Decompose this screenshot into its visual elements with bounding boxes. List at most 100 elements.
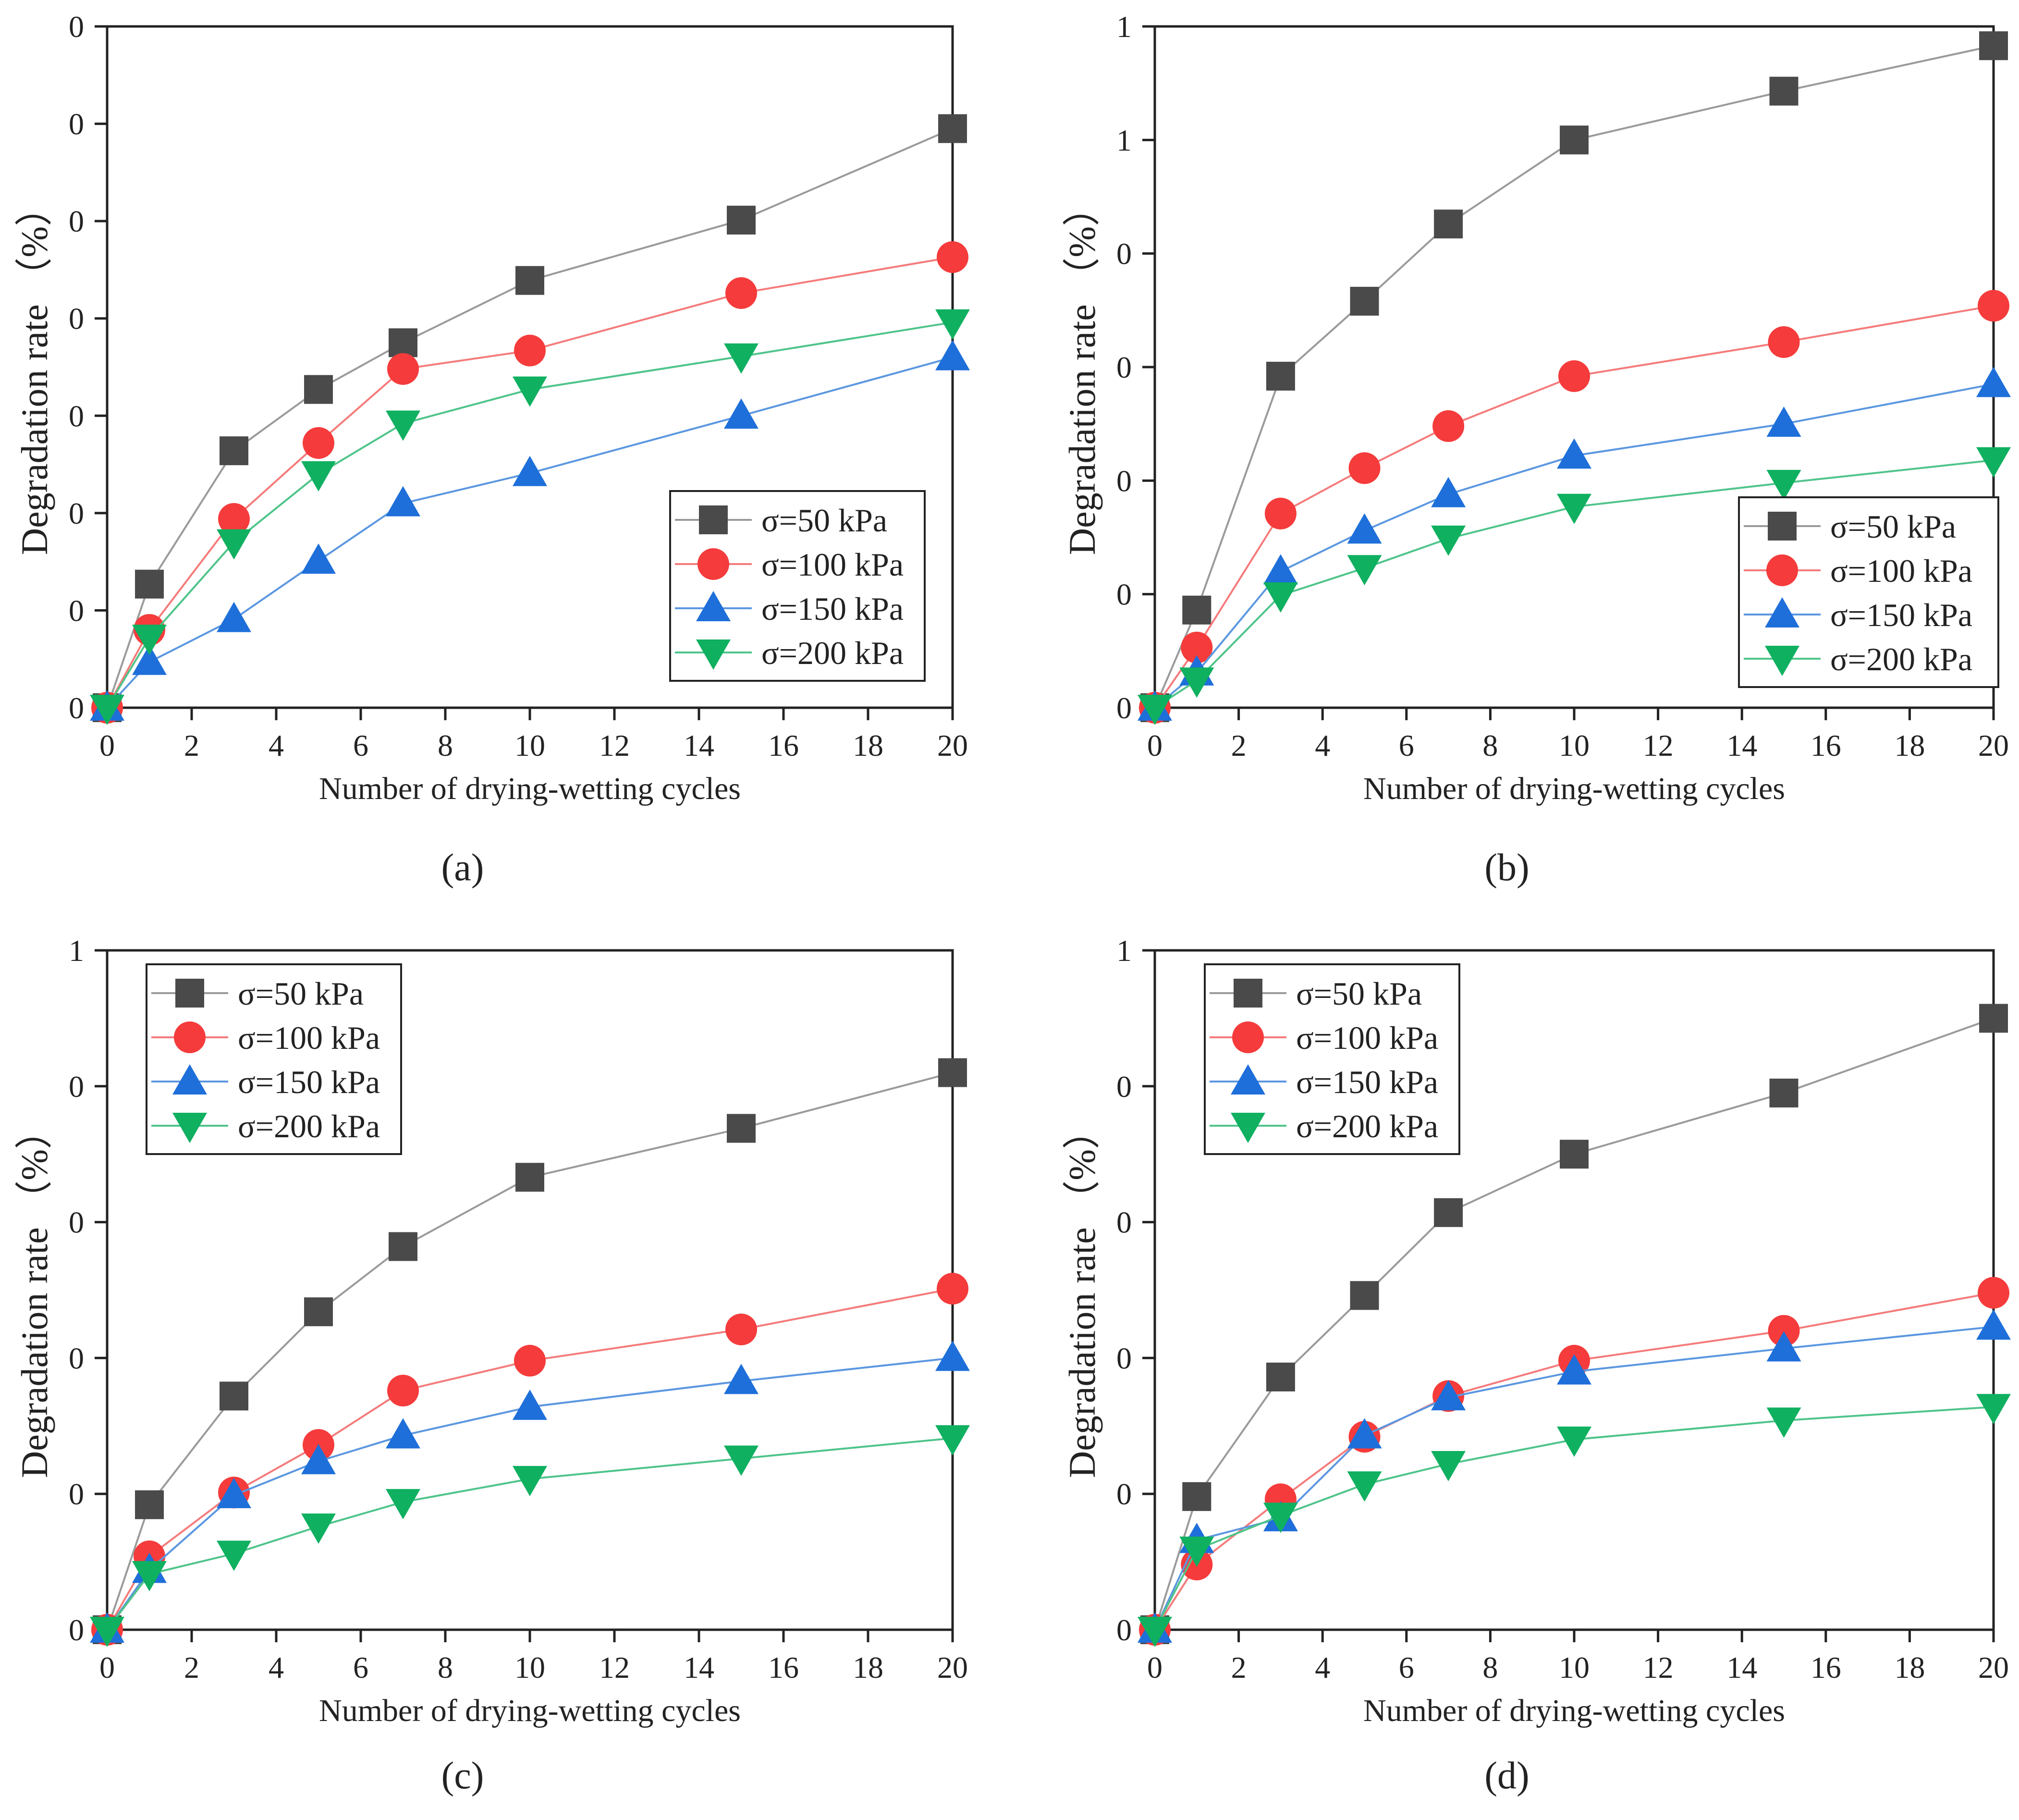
data-point-s2-x3 [217, 602, 251, 632]
data-point-s0-x7 [1434, 209, 1463, 239]
x-tick-label: 8 [1482, 1650, 1498, 1685]
data-point-s0-x20 [1979, 1004, 2008, 1033]
x-tick-label: 12 [1643, 728, 1674, 762]
data-point-s2-x10 [513, 455, 547, 486]
x-tick-label: 16 [1811, 1650, 1841, 1685]
data-point-s3-x5 [301, 461, 336, 492]
data-point-s2-x20 [935, 340, 970, 370]
data-point-s3-x20 [935, 1425, 970, 1456]
data-point-s3-x5 [1347, 1471, 1382, 1502]
legend-label-3: σ=200 kPa [1296, 1108, 1438, 1144]
series-line-2 [1154, 1326, 1994, 1630]
data-point-s2-x15 [724, 1364, 759, 1394]
legend-marker-0 [175, 979, 204, 1008]
data-point-s1-x5 [303, 427, 334, 459]
data-point-s2-x20 [935, 1340, 970, 1371]
legend-label-2: σ=150 kPa [238, 1064, 380, 1100]
x-tick-label: 0 [99, 1650, 115, 1685]
data-point-s0-x15 [1769, 1078, 1799, 1107]
data-point-s1-x15 [725, 1314, 757, 1346]
data-point-s1-x20 [1978, 290, 2009, 322]
legend-label-1: σ=100 kPa [1830, 553, 1972, 589]
data-point-s2-x10 [1557, 1354, 1591, 1385]
data-point-s3-x15 [1766, 470, 1801, 501]
x-tick-label: 16 [768, 1650, 799, 1685]
series-line-1 [106, 256, 953, 708]
legend-marker-3 [1231, 1113, 1265, 1143]
y-axis-title: Degradation rate （%） [1061, 189, 1103, 555]
series-line-2 [106, 1357, 953, 1631]
legend-marker-3 [172, 1113, 207, 1143]
legend-marker-2 [1231, 1064, 1265, 1094]
x-tick-label: 2 [1231, 1650, 1247, 1685]
data-point-s0-x5 [304, 1297, 333, 1327]
x-axis-title: Number of drying-wetting cycles [1363, 1693, 1785, 1728]
data-point-s0-x10 [1560, 1140, 1589, 1169]
y-tick-label: 1 [1116, 123, 1132, 157]
data-point-s3-x15 [724, 343, 759, 374]
data-point-s2-x5 [301, 543, 336, 574]
data-point-s0-x10 [515, 266, 544, 295]
legend-marker-2 [696, 591, 731, 621]
legend-marker-3 [696, 639, 731, 670]
x-tick-label: 14 [684, 728, 714, 762]
x-tick-label: 20 [937, 728, 968, 762]
y-tick-label: 0 [69, 107, 84, 141]
data-point-s1-x3 [218, 503, 250, 535]
data-point-s2-x5 [1347, 1418, 1382, 1449]
y-tick-label: 0 [69, 1070, 84, 1104]
y-tick-label: 0 [69, 302, 84, 336]
data-point-s3-x3 [1263, 1502, 1298, 1533]
x-tick-label: 14 [1726, 1650, 1757, 1685]
x-tick-label: 16 [1811, 728, 1841, 762]
legend-label-3: σ=200 kPa [761, 635, 904, 671]
data-point-s0-x3 [1266, 1362, 1295, 1391]
data-point-s3-x10 [1557, 493, 1591, 524]
data-point-s3-x1 [1179, 1537, 1214, 1567]
data-point-s2-x10 [513, 1390, 547, 1420]
y-tick-label: 0 [69, 204, 84, 238]
data-point-s3-x1 [132, 625, 167, 655]
data-point-s1-x1 [1181, 631, 1213, 664]
series-line-3 [1154, 459, 1994, 709]
y-tick-label: 1 [1116, 934, 1132, 968]
x-tick-label: 20 [1978, 728, 2009, 762]
x-tick-label: 0 [1147, 728, 1162, 762]
data-point-s3-x0 [90, 695, 124, 725]
x-tick-label: 16 [768, 728, 799, 762]
data-point-s1-x10 [514, 334, 546, 367]
y-tick-label: 0 [1116, 464, 1132, 498]
legend: σ=50 kPa σ=100 kPa σ=150 kPa σ=200 kPa [1738, 496, 1999, 688]
legend: σ=50 kPa σ=100 kPa σ=150 kPa σ=200 kPa [669, 490, 926, 682]
data-point-s1-x3 [1264, 497, 1297, 529]
y-tick-label: 0 [69, 1613, 84, 1647]
data-point-s1-x20 [937, 1273, 968, 1305]
data-point-s0-x1 [1182, 595, 1211, 625]
data-point-s3-x10 [1557, 1426, 1591, 1457]
x-tick-label: 12 [599, 728, 630, 762]
data-point-s1-x7 [387, 1375, 419, 1407]
data-point-s3-x0 [1138, 1617, 1172, 1647]
y-tick-label: 0 [1116, 691, 1132, 725]
x-axis-title: Number of drying-wetting cycles [1363, 771, 1785, 806]
x-tick-label: 18 [853, 728, 883, 762]
y-tick-label: 0 [1116, 1070, 1132, 1104]
data-point-s0-x1 [1182, 1482, 1211, 1511]
legend: σ=50 kPa σ=100 kPa σ=150 kPa σ=200 kPa [146, 963, 402, 1155]
x-tick-label: 18 [853, 1650, 883, 1685]
data-point-s0-x10 [515, 1163, 544, 1192]
x-tick-label: 6 [353, 728, 368, 762]
data-point-s0-x1 [135, 1490, 164, 1519]
legend-label-2: σ=150 kPa [761, 590, 904, 627]
series-line-2 [1154, 383, 1994, 709]
legend-label-3: σ=200 kPa [1830, 641, 1972, 677]
x-tick-label: 0 [1147, 1650, 1162, 1685]
data-point-s2-x3 [217, 1478, 251, 1509]
data-point-s0-x5 [1350, 286, 1379, 316]
y-tick-label: 0 [69, 593, 84, 627]
x-tick-label: 8 [438, 1650, 453, 1685]
x-tick-label: 0 [99, 728, 115, 762]
